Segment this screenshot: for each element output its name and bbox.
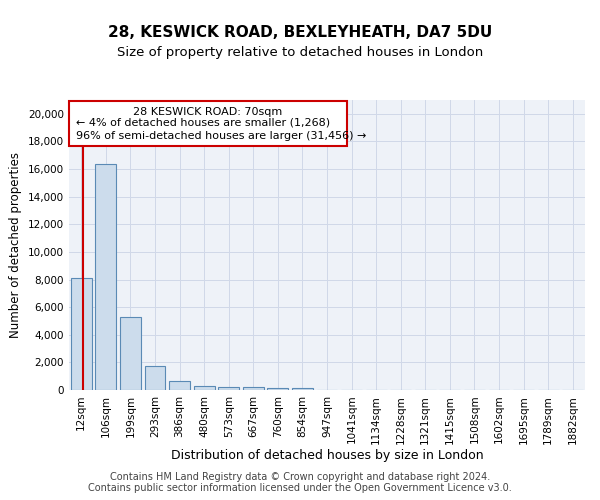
Bar: [70, 102, 347, 146]
Text: ← 4% of detached houses are smaller (1,268): ← 4% of detached houses are smaller (1,2…: [76, 117, 330, 127]
Text: 96% of semi-detached houses are larger (31,456) →: 96% of semi-detached houses are larger (…: [76, 131, 366, 141]
Bar: [120, 317, 141, 390]
Bar: [145, 366, 166, 390]
Bar: [218, 387, 239, 390]
Text: 28 KESWICK ROAD: 70sqm: 28 KESWICK ROAD: 70sqm: [133, 107, 283, 117]
Bar: [268, 388, 289, 390]
Bar: [169, 380, 190, 390]
X-axis label: Distribution of detached houses by size in London: Distribution of detached houses by size …: [170, 449, 484, 462]
Bar: [194, 386, 215, 390]
Bar: [292, 388, 313, 390]
Text: Contains HM Land Registry data © Crown copyright and database right 2024.
Contai: Contains HM Land Registry data © Crown c…: [88, 472, 512, 494]
Bar: [95, 164, 116, 390]
Text: 28, KESWICK ROAD, BEXLEYHEATH, DA7 5DU: 28, KESWICK ROAD, BEXLEYHEATH, DA7 5DU: [108, 25, 492, 40]
Bar: [71, 278, 92, 390]
Y-axis label: Number of detached properties: Number of detached properties: [10, 152, 22, 338]
Bar: [243, 388, 264, 390]
Text: Size of property relative to detached houses in London: Size of property relative to detached ho…: [117, 46, 483, 59]
